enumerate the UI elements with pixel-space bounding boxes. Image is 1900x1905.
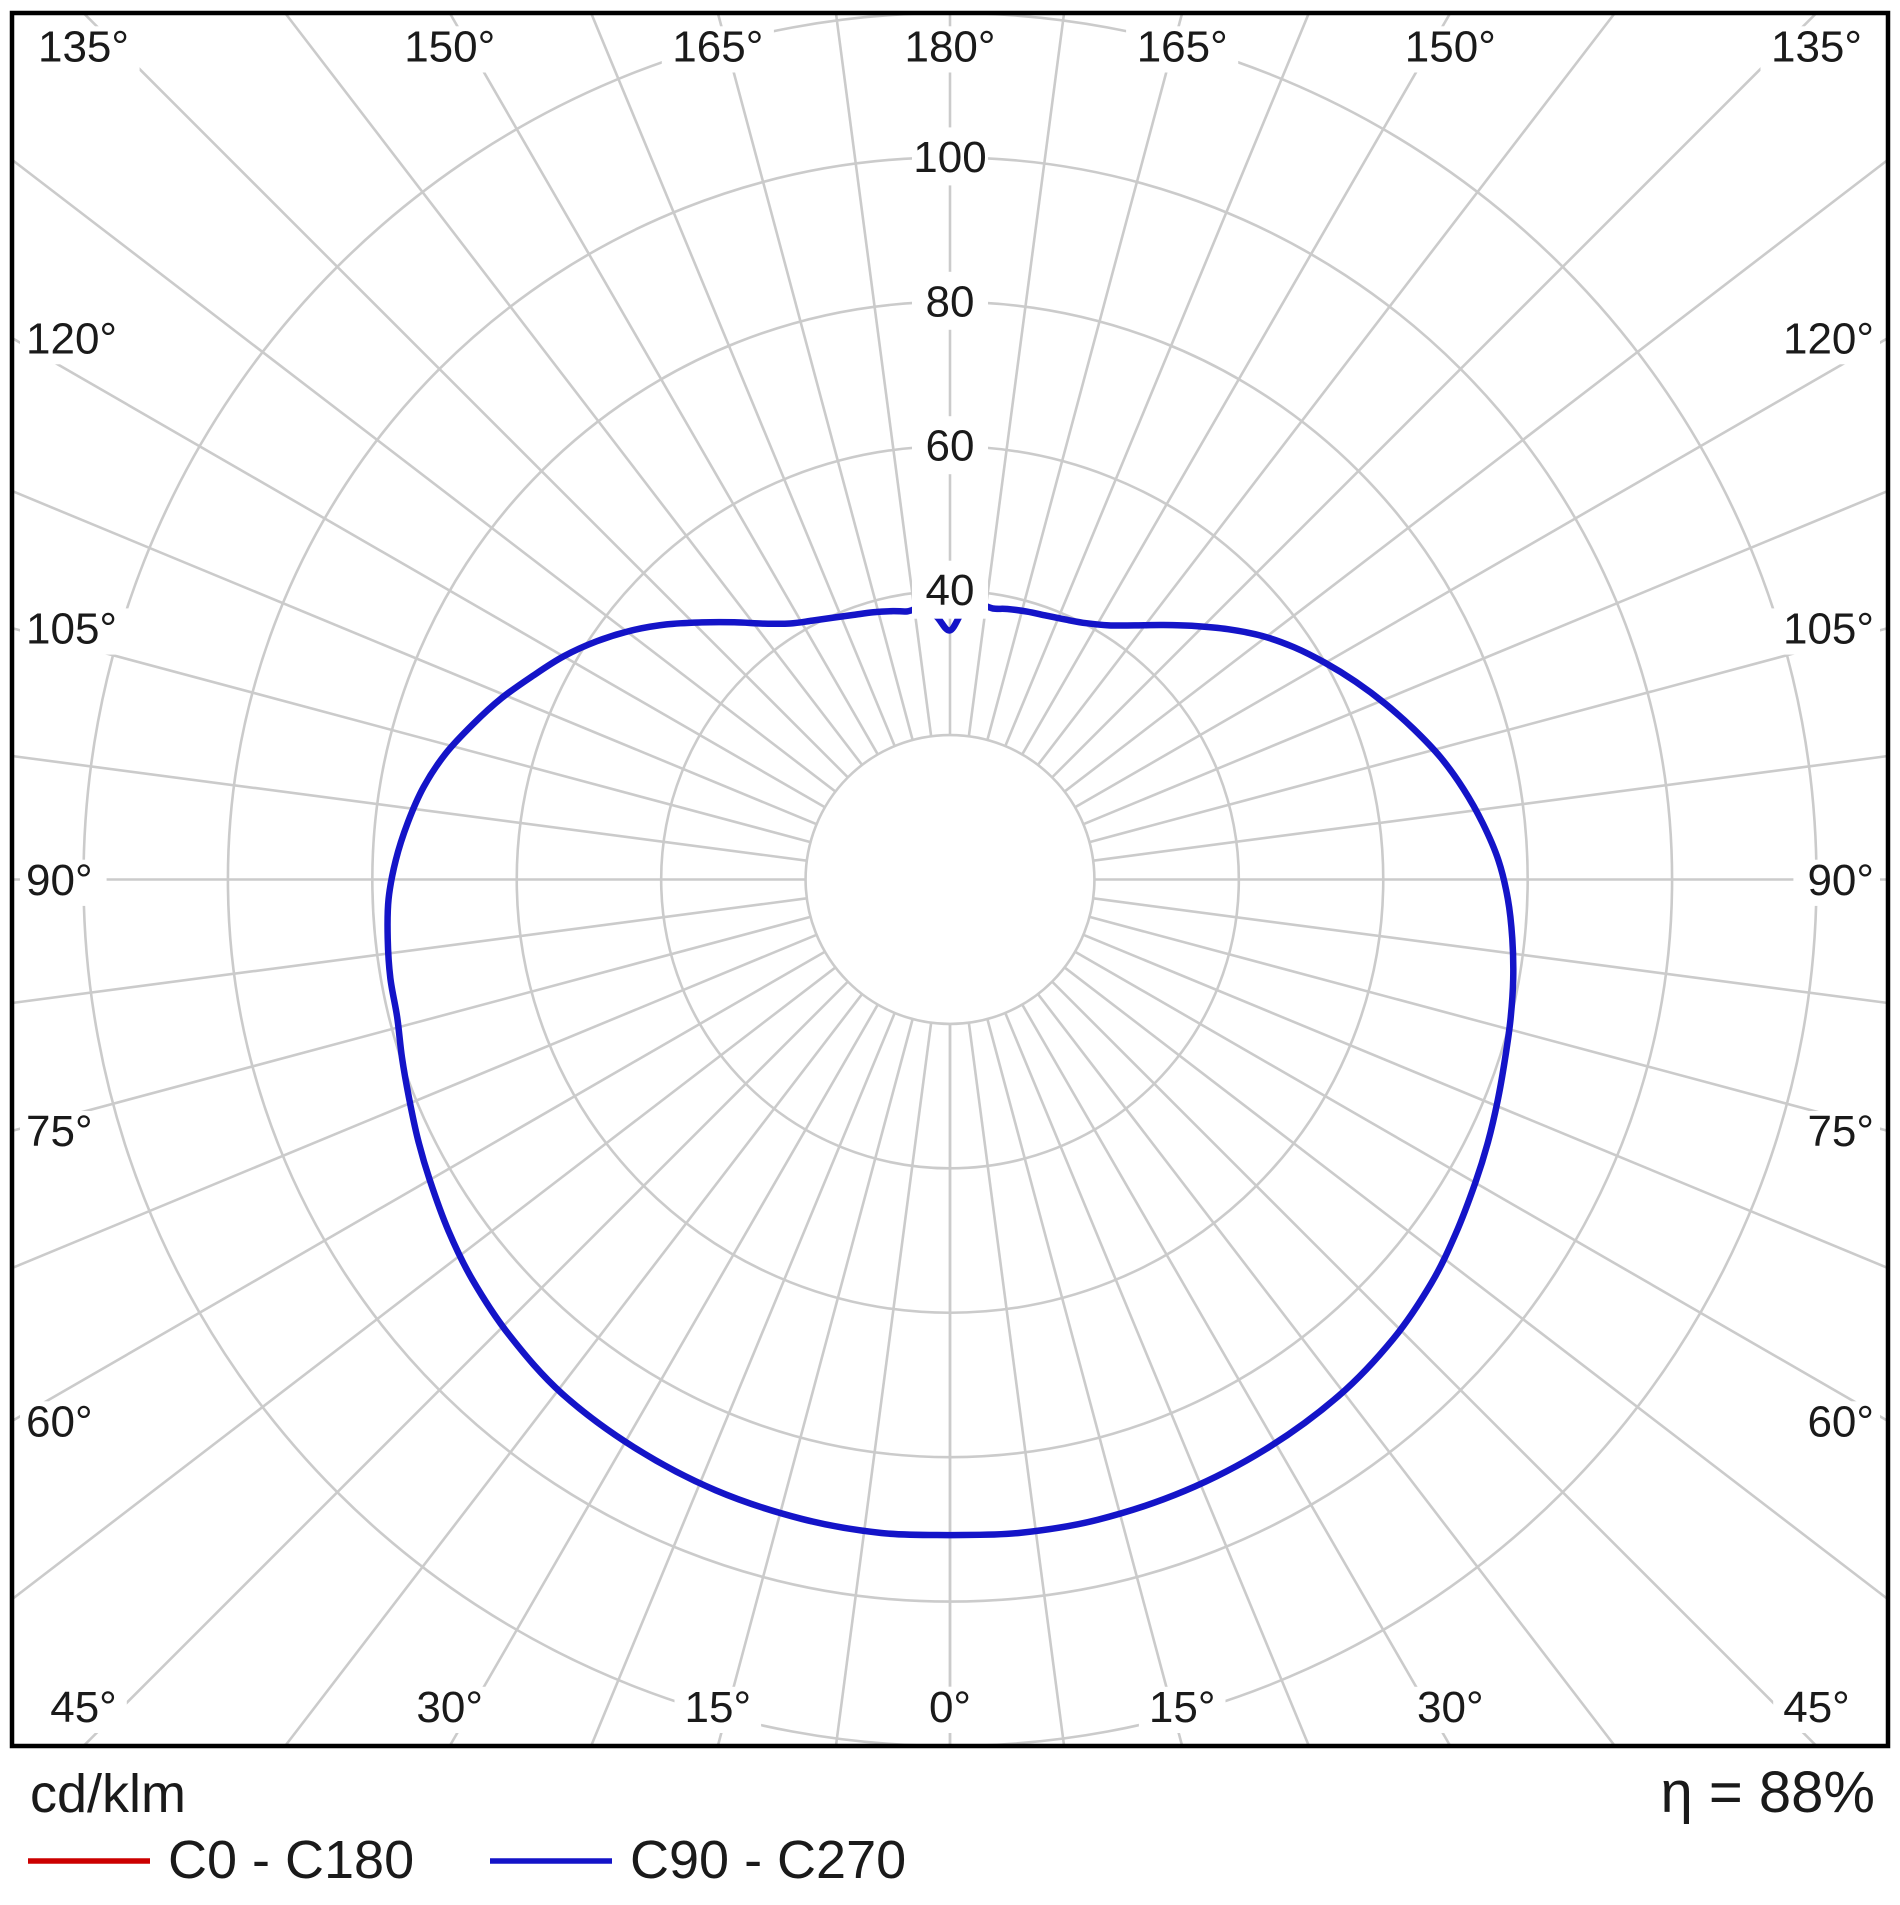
svg-text:30°: 30° [416, 1683, 483, 1732]
svg-text:120°: 120° [26, 314, 117, 363]
svg-text:30°: 30° [1417, 1683, 1484, 1732]
svg-text:C90 - C270: C90 - C270 [630, 1830, 906, 1890]
svg-text:120°: 120° [1783, 314, 1874, 363]
svg-text:105°: 105° [26, 605, 117, 654]
svg-text:cd/klm: cd/klm [30, 1764, 186, 1824]
svg-text:100: 100 [913, 133, 986, 182]
svg-text:60°: 60° [1807, 1398, 1874, 1447]
svg-text:40: 40 [926, 566, 975, 615]
svg-text:105°: 105° [1783, 605, 1874, 654]
svg-text:60: 60 [926, 422, 975, 471]
svg-text:C0 - C180: C0 - C180 [168, 1830, 414, 1890]
svg-text:15°: 15° [1149, 1683, 1216, 1732]
svg-text:165°: 165° [672, 23, 763, 72]
svg-text:45°: 45° [1783, 1683, 1850, 1732]
svg-text:0°: 0° [929, 1683, 971, 1732]
svg-text:45°: 45° [50, 1683, 117, 1732]
svg-text:90°: 90° [1807, 856, 1874, 905]
svg-text:165°: 165° [1137, 23, 1228, 72]
svg-text:80: 80 [926, 277, 975, 326]
svg-text:η = 88%: η = 88% [1661, 1760, 1875, 1825]
svg-text:75°: 75° [1807, 1107, 1874, 1156]
svg-text:75°: 75° [26, 1107, 93, 1156]
svg-text:150°: 150° [404, 23, 495, 72]
svg-text:135°: 135° [38, 23, 129, 72]
svg-text:135°: 135° [1771, 23, 1862, 72]
svg-text:180°: 180° [904, 23, 995, 72]
svg-text:90°: 90° [26, 856, 93, 905]
svg-text:15°: 15° [685, 1683, 752, 1732]
svg-text:150°: 150° [1405, 23, 1496, 72]
svg-text:60°: 60° [26, 1398, 93, 1447]
